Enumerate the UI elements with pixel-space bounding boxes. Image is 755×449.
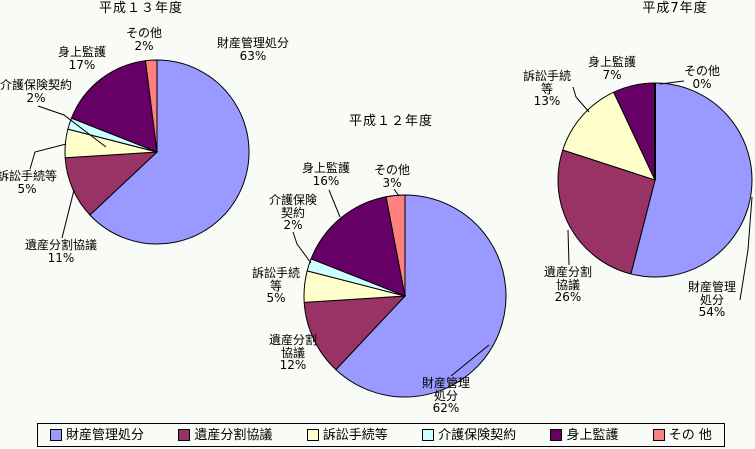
pie2-slice-遺産分割協議	[303, 295, 407, 371]
pie2-slice-財産管理処分	[335, 194, 507, 398]
legend-item-label: その 他	[668, 427, 712, 443]
legend-item-財産管理処分: 財産管理処分	[50, 429, 144, 442]
pie2-slice-その他	[385, 194, 406, 297]
legend-item-label: 遺産分割協議	[194, 427, 273, 443]
pie3-leader-line-2	[659, 80, 685, 85]
pie2-slice-身上監護	[310, 196, 406, 297]
legend-item-label: 身上監護	[566, 427, 619, 443]
pie2-title: 平成１２年度	[348, 114, 434, 129]
legend-item-訴訟手続等: 訴訟手続等	[306, 427, 388, 443]
pie2-leader-line-2	[393, 188, 400, 197]
legend-swatch-icon	[50, 429, 62, 441]
legend-item-その他: その 他	[652, 427, 712, 443]
pie3-label-訴訟手続: 訴訟手続 等 13%	[522, 69, 572, 108]
pie3-leader-line-3	[567, 229, 570, 266]
pie2-label-訴訟手続: 訴訟手続 等 5%	[251, 266, 301, 305]
pie1-label-その他: その他 2%	[125, 26, 163, 53]
pie2-leader-line-3	[292, 231, 312, 264]
legend-item-label: 財産管理処分	[66, 427, 145, 443]
pie3-slice-遺産分割協議	[557, 149, 656, 275]
legend-item-介護保険契約: 介護保険契約	[422, 429, 516, 442]
pie3-label-身上監護: 身上監護 7%	[587, 55, 637, 82]
pie2-leader-line-4	[450, 344, 490, 377]
pie1-leader-line-2	[29, 143, 67, 170]
pie3-leader-line-1	[572, 86, 590, 113]
pie3-label-遺産分割: 遺産分割 協議 26%	[543, 265, 593, 304]
pie3-leader-line-4	[739, 196, 753, 301]
legend-item-label: 訴訟手続等	[322, 427, 388, 443]
pie1-label-身上監護: 身上監護 17%	[57, 45, 107, 72]
pie3-title: 平成7年度	[642, 1, 708, 16]
pie2-label-財産管理: 財産管理 処分 62%	[421, 376, 471, 415]
pie2-label-遺産分割: 遺産分割 協議 12%	[268, 333, 318, 372]
pie1-leader-line-3	[61, 189, 75, 239]
pie1-slice-その他	[144, 59, 158, 153]
pie2-label-その他: その他 3%	[373, 163, 411, 190]
pie2-leader-line-1	[328, 189, 341, 218]
pie1-label-遺産分割協議: 遺産分割協議 11%	[24, 238, 98, 265]
legend: 財産管理処分 遺産分割協議 訴訟手続等 介護保険契約 身上監護 その 他	[37, 423, 725, 447]
pie1-title: 平成１３年度	[98, 1, 184, 16]
legend-swatch-icon	[550, 429, 563, 441]
pie3-slice-訴訟手続等	[562, 91, 656, 181]
pie1-slice-財産管理処分	[89, 59, 250, 245]
legend-swatch-icon	[306, 429, 319, 441]
pie1-slice-身上監護	[70, 60, 158, 153]
pie3-label-財産管理: 財産管理 処分 54%	[687, 280, 737, 319]
pie3-label-その他: その他 0%	[683, 64, 721, 91]
legend-item-label: 介護保険契約	[438, 427, 517, 443]
pie1-label-介護保険契約: 介護保険契約 2%	[0, 78, 73, 105]
pie3-slice-財産管理処分	[630, 82, 753, 278]
pie1-leader-line-1	[37, 105, 107, 148]
legend-item-身上監護: 身上監護	[550, 429, 618, 442]
legend-swatch-icon	[652, 429, 665, 441]
legend-swatch-icon	[422, 429, 435, 441]
legend-swatch-icon	[178, 429, 191, 441]
pie2-label-介護保険: 介護保険 契約 2%	[268, 193, 318, 232]
pie1-label-訴訟手続等: 訴訟手続等 5%	[0, 169, 58, 196]
legend-item-遺産分割協議: 遺産分割協議	[178, 429, 272, 442]
pie1-label-財産管理処分: 財産管理処分 63%	[216, 36, 290, 63]
pie2-label-身上監護: 身上監護 16%	[301, 161, 351, 188]
